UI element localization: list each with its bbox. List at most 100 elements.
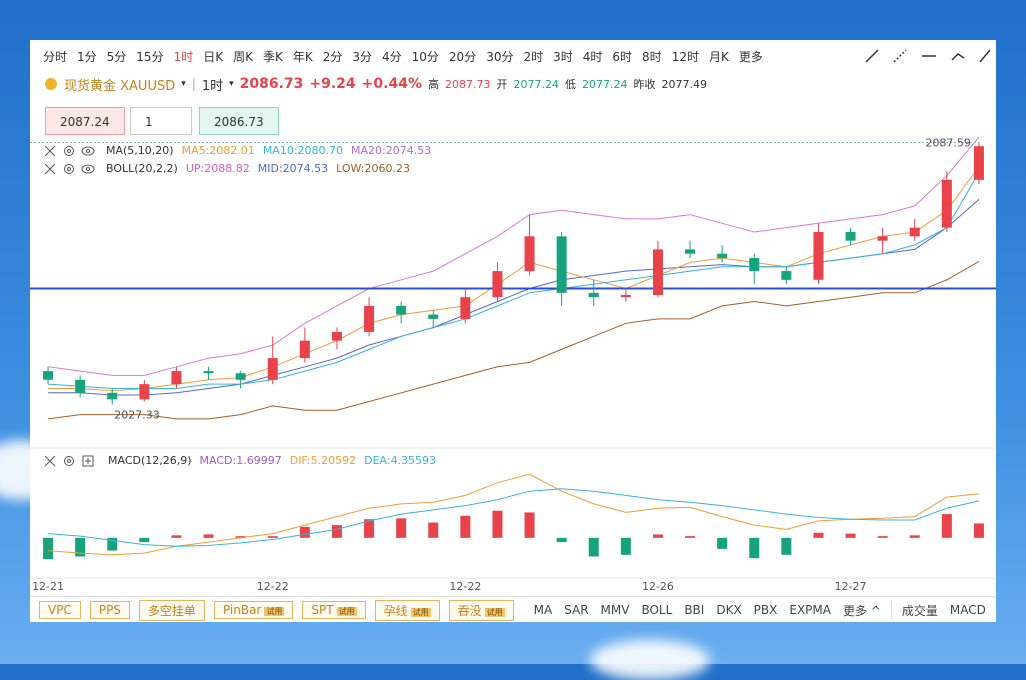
macd-bar — [331, 525, 342, 538]
cloud — [590, 640, 710, 680]
indicator-tab[interactable]: 更多 ^ — [842, 603, 881, 618]
candle-body — [267, 358, 278, 380]
x-tick-label: 12-27 — [835, 580, 867, 593]
legend-item: LOW:2060.23 — [336, 162, 410, 175]
tool-name: 多空挂单 — [147, 603, 196, 618]
indicator-tab[interactable]: DKX — [716, 603, 742, 617]
candle-body — [299, 340, 310, 359]
period-tab[interactable]: 5分 — [106, 49, 127, 64]
candle-body — [524, 236, 535, 272]
macd-bar — [717, 537, 728, 549]
indicator-tab[interactable]: MA — [533, 603, 553, 617]
indicator-tab[interactable]: EXPMA — [789, 603, 831, 617]
legend-item: MID:2074.53 — [257, 162, 329, 175]
label: 昨收 — [633, 78, 656, 91]
candle-body — [588, 292, 599, 298]
candle-body — [652, 249, 663, 296]
period-tab[interactable]: 10分 — [411, 49, 439, 64]
period-tab[interactable]: 2时 — [523, 49, 544, 64]
tool-button[interactable]: PinBar 试用 — [213, 601, 294, 619]
symbol-name[interactable]: 现货黄金 XAUUSD — [64, 78, 176, 94]
macd-bar — [877, 536, 888, 538]
candle-body — [781, 271, 792, 280]
x-tick-label: 12-22 — [449, 580, 481, 593]
macd-bar — [267, 536, 278, 538]
page: 分时 1分 5分 15分 1时 日K 周K 季K 年K 2分 3分 4分 10分 20分 30分 2时 3时 4时… — [0, 0, 1026, 664]
sub-chart-tab[interactable]: 成交量 — [901, 603, 938, 618]
macd-bar — [588, 537, 599, 557]
candle-body — [877, 236, 888, 241]
trial-badge: 试用 — [336, 607, 357, 616]
legend-icons[interactable] — [44, 455, 100, 467]
candle-body — [492, 271, 503, 298]
candle-body — [428, 314, 439, 319]
period-tab[interactable]: 月K — [708, 49, 729, 64]
tool-name: VPC — [48, 603, 72, 617]
gold-icon — [45, 78, 57, 90]
sub-chart-tab[interactable]: MACD — [949, 603, 986, 617]
legend-label: BOLL(20,2,2) — [106, 162, 178, 175]
macd-bar — [492, 510, 503, 538]
tool-button[interactable]: 吞没 试用 — [448, 599, 514, 621]
macd-bar — [299, 526, 310, 538]
legend-item: DEA:4.35593 — [364, 454, 437, 467]
macd-bar — [396, 518, 407, 538]
period-tab[interactable]: 4时 — [582, 49, 603, 64]
macd-bar — [813, 532, 824, 538]
legend-label: MACD(12,26,9) — [108, 454, 192, 467]
period-tab[interactable]: 日K — [203, 49, 224, 64]
indicator-tab[interactable]: BBI — [684, 603, 705, 617]
period-tab[interactable]: 2分 — [322, 49, 343, 64]
tool-button[interactable]: SPT 试用 — [302, 601, 366, 619]
indicator-tab[interactable]: PBX — [753, 603, 778, 617]
indicator-tab[interactable]: SAR — [564, 603, 589, 617]
indicator-tab[interactable]: BOLL — [641, 603, 673, 617]
period-tab[interactable]: 4分 — [382, 49, 402, 64]
period-tab[interactable]: 30分 — [486, 49, 514, 64]
draw-tools[interactable] — [860, 46, 990, 66]
change: +9.24 — [309, 76, 356, 92]
candle-body — [75, 379, 86, 393]
more-button[interactable]: 更多 — [738, 49, 763, 64]
legend-item: UP:2088.82 — [185, 162, 250, 175]
period-tab[interactable]: 20分 — [448, 49, 477, 64]
period-tab[interactable]: 1时 — [173, 49, 194, 64]
tool-button[interactable]: 多空挂单 — [138, 599, 205, 621]
legend-icons[interactable] — [44, 163, 98, 175]
x-tick-label: 12-26 — [642, 580, 674, 593]
legend-icons[interactable] — [44, 145, 98, 157]
macd-bar — [203, 534, 214, 538]
macd-bar — [171, 535, 182, 538]
candle-body — [235, 373, 246, 380]
legend-item: MACD:1.69997 — [199, 454, 282, 467]
bottom-toolbar: VPC PPS 多空挂单 PinBar 试用 SPT 试用 孕线 试用 吞没 试用 MA SAR MMV B… — [30, 596, 996, 623]
tool-button[interactable]: 孕线 试用 — [374, 599, 440, 621]
period-tab[interactable]: 分时 — [43, 49, 68, 64]
period-tab[interactable]: 12时 — [671, 49, 699, 64]
dif-line — [48, 473, 980, 556]
candle-body — [620, 295, 631, 298]
candle-body — [941, 179, 952, 228]
period-tab[interactable]: 8时 — [642, 49, 662, 64]
indicator-line — [48, 260, 980, 420]
candle-body — [331, 331, 342, 341]
candle-body — [717, 253, 728, 259]
tool-button[interactable]: PPS — [89, 601, 130, 619]
period-tab[interactable]: 15分 — [136, 49, 164, 64]
period-tab[interactable]: 3时 — [553, 49, 573, 64]
period-tab[interactable]: 3分 — [352, 49, 372, 64]
qty-input[interactable]: 1 — [130, 107, 192, 135]
tool-button[interactable]: VPC — [39, 601, 81, 619]
buy-button[interactable]: 2086.73 — [199, 107, 279, 135]
period-tab[interactable]: 1分 — [77, 49, 97, 64]
period-tab[interactable]: 季K — [262, 49, 283, 64]
sell-button[interactable]: 2087.24 — [45, 107, 125, 135]
indicator-tab[interactable]: MMV — [600, 603, 630, 617]
period[interactable]: 1时 — [201, 78, 224, 94]
period-tab[interactable]: 周K — [233, 49, 253, 64]
period-tab[interactable]: 6时 — [612, 49, 633, 64]
legend-row: BOLL(20,2,2) UP:2088.82 MID:2074.53 LOW:206… — [44, 162, 410, 175]
period-tab[interactable]: 年K — [292, 49, 313, 64]
candle-body — [43, 371, 54, 380]
indicator-line — [48, 172, 980, 389]
